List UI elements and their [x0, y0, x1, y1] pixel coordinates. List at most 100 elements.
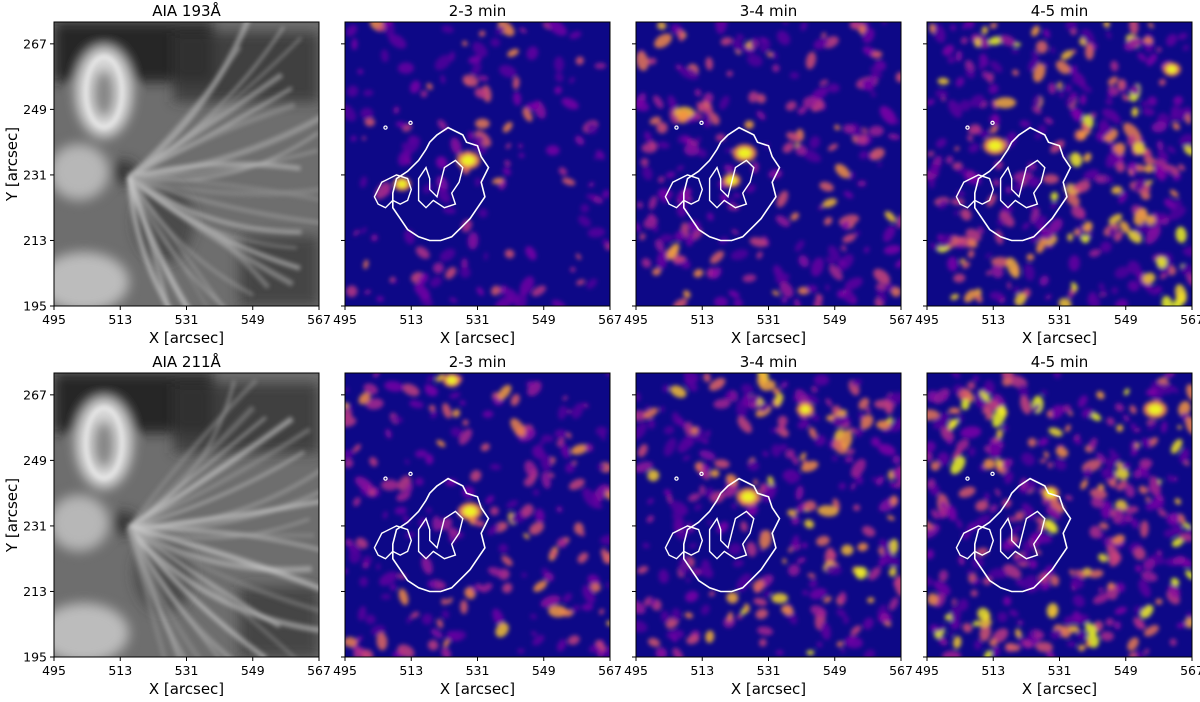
x-tick-label: 531	[1048, 663, 1072, 678]
x-tick-label: 531	[757, 312, 781, 327]
x-tick-label: 495	[42, 312, 66, 327]
x-tick-label: 567	[598, 663, 622, 678]
y-tick-label: 267	[23, 36, 47, 51]
panel-image	[927, 373, 1192, 657]
contour-inner	[999, 159, 1046, 209]
y-tick-label: 267	[23, 387, 47, 402]
x-tick-label: 567	[598, 312, 622, 327]
x-tick-label: 531	[175, 663, 199, 678]
y-tick-label: 213	[23, 233, 47, 248]
x-axis-label: X [arcsec]	[1022, 329, 1097, 347]
x-axis-label: X [arcsec]	[440, 680, 515, 698]
coronal-loops	[84, 378, 319, 657]
x-tick-label: 513	[690, 312, 714, 327]
x-tick-label: 549	[823, 312, 847, 327]
x-axis-label: X [arcsec]	[149, 329, 224, 347]
x-tick-label: 495	[624, 312, 648, 327]
x-tick-label: 513	[399, 663, 423, 678]
contour-outer	[392, 477, 490, 593]
x-tick-label: 495	[42, 663, 66, 678]
x-tick-label: 567	[1180, 663, 1200, 678]
panel-image	[54, 22, 319, 306]
panel-title: AIA 211Å	[152, 352, 221, 371]
x-tick-label: 495	[915, 663, 939, 678]
panel-image	[345, 373, 610, 657]
x-tick-label: 549	[1114, 312, 1138, 327]
y-tick-label: 249	[23, 453, 47, 468]
y-tick-label: 213	[23, 584, 47, 599]
panel-5: AIA 211Å 495 513 531 549 567 195 213 231 249 267 X …	[3, 352, 331, 698]
contours	[373, 471, 490, 593]
panel-7: 3-4 min 495 513 531 549 567 X [arcsec]	[624, 353, 913, 698]
x-tick-label: 531	[175, 312, 199, 327]
panel-image	[636, 22, 901, 306]
contours	[955, 120, 1072, 242]
contours	[373, 120, 490, 242]
panel-title: 4-5 min	[1031, 353, 1089, 371]
contour-outer	[683, 477, 781, 593]
y-tick-label: 195	[23, 299, 47, 314]
x-tick-label: 495	[333, 312, 357, 327]
contours	[955, 471, 1072, 593]
panel-6: 2-3 min 495 513 531 549 567 X [arcsec]	[333, 353, 622, 698]
contours	[664, 120, 781, 242]
panel-3: 3-4 min 495 513 531 549 567 X [arcsec]	[624, 2, 913, 347]
x-tick-label: 513	[981, 663, 1005, 678]
x-axis-label: X [arcsec]	[731, 680, 806, 698]
panel-image	[927, 22, 1192, 306]
panel-image	[345, 22, 610, 306]
power-blobs	[345, 22, 610, 306]
power-blobs	[636, 22, 901, 306]
panel-title: AIA 193Å	[152, 1, 221, 20]
power-blobs	[636, 373, 901, 657]
contour-inner	[955, 525, 995, 560]
x-tick-label: 567	[889, 312, 913, 327]
x-tick-label: 549	[241, 663, 265, 678]
contour-inner	[373, 174, 413, 209]
panel-1: AIA 193Å 495 513 531 549 567 195 213 231 249 267 X …	[3, 1, 331, 347]
power-blobs	[927, 22, 1192, 306]
y-tick-label: 231	[23, 518, 47, 533]
contour-inner	[708, 159, 755, 209]
panel-title: 4-5 min	[1031, 2, 1089, 20]
contours	[664, 471, 781, 593]
x-tick-label: 495	[624, 663, 648, 678]
contour-inner	[373, 525, 413, 560]
x-axis-label: X [arcsec]	[1022, 680, 1097, 698]
panel-title: 3-4 min	[740, 353, 798, 371]
y-axis-label: Y [arcsec]	[3, 127, 21, 202]
panel-title: 2-3 min	[449, 2, 507, 20]
x-tick-label: 513	[108, 312, 132, 327]
contour-inner	[955, 174, 995, 209]
x-tick-label: 531	[757, 663, 781, 678]
contour-inner	[417, 159, 464, 209]
y-tick-label: 231	[23, 167, 47, 182]
x-tick-label: 513	[108, 663, 132, 678]
x-axis-label: X [arcsec]	[149, 680, 224, 698]
x-tick-label: 549	[823, 663, 847, 678]
y-tick-label: 249	[23, 102, 47, 117]
x-tick-label: 531	[1048, 312, 1072, 327]
x-tick-label: 513	[399, 312, 423, 327]
panel-title: 3-4 min	[740, 2, 798, 20]
contour-outer	[974, 477, 1072, 593]
x-tick-label: 495	[915, 312, 939, 327]
panel-title: 2-3 min	[449, 353, 507, 371]
power-blobs	[345, 373, 610, 657]
panel-4: 4-5 min 495 513 531 549 567 X [arcsec]	[915, 2, 1200, 347]
y-axis-label: Y [arcsec]	[3, 478, 21, 553]
x-tick-label: 549	[1114, 663, 1138, 678]
x-tick-label: 567	[307, 312, 331, 327]
x-tick-label: 549	[532, 663, 556, 678]
panel-image	[636, 373, 901, 657]
y-tick-label: 195	[23, 650, 47, 665]
panel-2: 2-3 min 495 513 531 549 567 X [arcsec]	[333, 2, 622, 347]
x-tick-label: 531	[466, 663, 490, 678]
x-tick-label: 567	[889, 663, 913, 678]
coronal-loops	[84, 22, 319, 306]
power-blobs	[927, 373, 1192, 657]
contour-inner	[999, 510, 1046, 560]
contour-inner	[417, 510, 464, 560]
x-tick-label: 567	[1180, 312, 1200, 327]
